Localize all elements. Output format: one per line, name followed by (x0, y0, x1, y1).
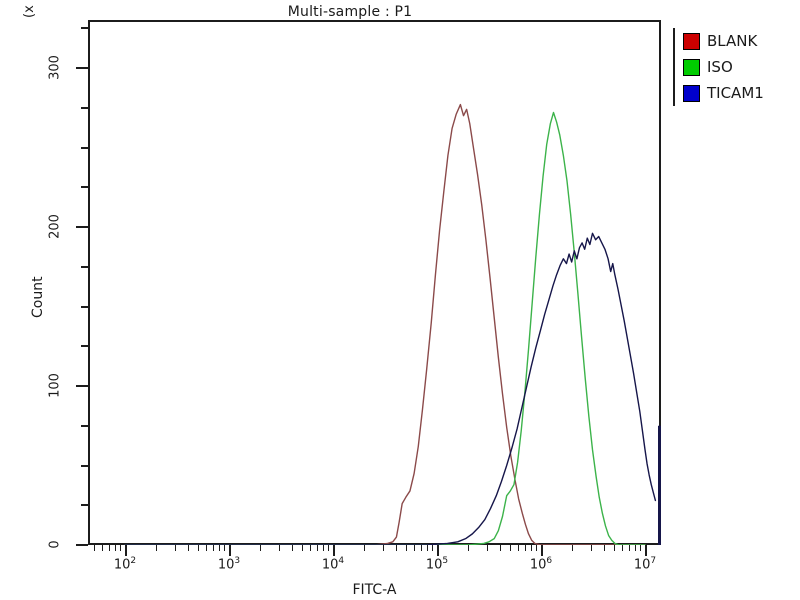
x-tick-minor (572, 545, 574, 551)
x-tick-major (645, 545, 647, 556)
x-tick-minor (509, 545, 511, 551)
curve-ticam1 (124, 232, 657, 545)
y-tick-minor (81, 265, 88, 268)
y-tick-label: 100 (47, 373, 63, 398)
x-tick-label: 103 (217, 556, 241, 573)
x-tick-minor (395, 545, 397, 551)
x-tick-minor (328, 545, 330, 551)
x-tick-minor (420, 545, 422, 551)
y-axis-multiplier-label: (x 10¹) (22, 0, 37, 18)
x-tick-minor (108, 545, 110, 551)
x-tick-minor (156, 545, 158, 551)
y-tick-major (76, 385, 88, 387)
x-axis-title: FITC-A (352, 582, 397, 598)
legend-swatch-icon (683, 32, 700, 50)
legend-item-label: ISO (707, 58, 733, 76)
x-tick-major (125, 545, 127, 556)
y-tick-minor (81, 186, 88, 189)
x-tick-minor (114, 545, 116, 551)
x-tick-minor (364, 545, 366, 551)
legend-item-blank[interactable]: BLANK (683, 28, 797, 54)
x-tick-minor (486, 545, 488, 551)
x-tick-minor (413, 545, 415, 551)
x-tick-minor (517, 545, 519, 551)
x-tick-minor (301, 545, 303, 551)
x-tick-minor (613, 545, 615, 551)
x-tick-label: 104 (321, 556, 345, 573)
x-tick-minor (174, 545, 176, 551)
x-tick-minor (590, 545, 592, 551)
x-tick-major (333, 545, 335, 556)
curve-blank (124, 103, 646, 545)
y-tick-minor (81, 146, 88, 149)
x-tick-minor (197, 545, 199, 551)
x-tick-minor (628, 545, 630, 551)
legend-item-label: TICAM1 (707, 84, 764, 102)
x-tick-minor (278, 545, 280, 551)
x-tick-minor (536, 545, 538, 551)
x-tick-minor (316, 545, 318, 551)
x-tick-minor (640, 545, 642, 551)
x-tick-minor (187, 545, 189, 551)
legend-swatch-icon (683, 84, 700, 102)
x-tick-minor (93, 545, 95, 551)
page-title: Multi-sample : P1 (287, 4, 413, 20)
x-tick-minor (634, 545, 636, 551)
x-tick-minor (499, 545, 501, 551)
y-tick-label: 0 (47, 540, 63, 549)
x-tick-minor (432, 545, 434, 551)
y-tick-minor (81, 464, 88, 467)
y-tick-minor (81, 305, 88, 308)
x-tick-major (437, 545, 439, 556)
x-tick-minor (524, 545, 526, 551)
x-tick-minor (309, 545, 311, 551)
y-tick-minor (81, 504, 88, 507)
y-tick-minor (81, 424, 88, 427)
y-tick-label: 200 (47, 214, 63, 239)
legend-swatch-icon (683, 58, 700, 76)
x-tick-minor (291, 545, 293, 551)
y-tick-minor (81, 27, 88, 30)
legend-item-label: BLANK (707, 32, 758, 50)
legend-item-iso[interactable]: ISO (683, 54, 797, 80)
x-tick-minor (205, 545, 207, 551)
y-tick-label: 300 (47, 55, 63, 80)
x-tick-major (541, 545, 543, 556)
x-tick-minor (426, 545, 428, 551)
x-tick-minor (101, 545, 103, 551)
y-tick-major (76, 226, 88, 228)
x-tick-label: 107 (633, 556, 657, 573)
x-tick-minor (218, 545, 220, 551)
plot-frame (88, 20, 661, 545)
legend-item-ticam1[interactable]: TICAM1 (683, 80, 797, 106)
x-tick-label: 106 (529, 556, 553, 573)
x-tick-minor (260, 545, 262, 551)
x-tick-minor (120, 545, 122, 551)
y-axis-title: Count (30, 276, 46, 318)
y-tick-major (76, 544, 88, 546)
x-tick-major (229, 545, 231, 556)
x-tick-minor (603, 545, 605, 551)
x-tick-label: 105 (425, 556, 449, 573)
legend: BLANK ISO TICAM1 (673, 28, 797, 106)
curve-iso (124, 111, 646, 545)
x-tick-minor (382, 545, 384, 551)
y-tick-major (76, 67, 88, 69)
y-tick-minor (81, 106, 88, 109)
x-tick-minor (468, 545, 470, 551)
x-tick-minor (322, 545, 324, 551)
x-tick-minor (212, 545, 214, 551)
plot-canvas (124, 103, 661, 545)
y-tick-minor (81, 345, 88, 348)
x-tick-minor (224, 545, 226, 551)
x-tick-minor (530, 545, 532, 551)
x-tick-minor (405, 545, 407, 551)
x-tick-label: 102 (113, 556, 137, 573)
x-tick-minor (621, 545, 623, 551)
